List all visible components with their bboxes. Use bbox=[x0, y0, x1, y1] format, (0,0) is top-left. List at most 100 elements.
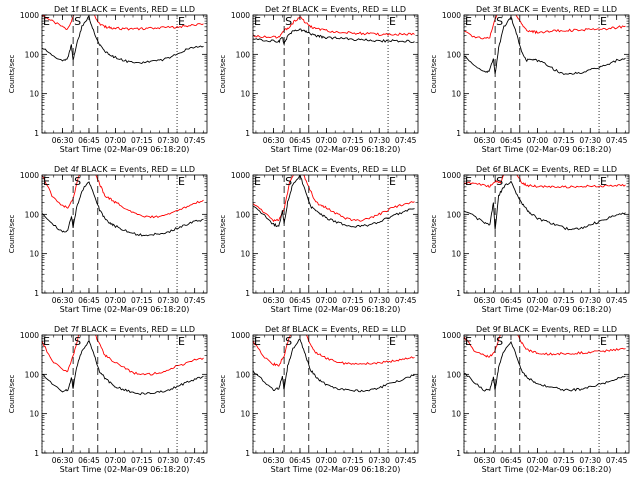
x-tick-label: 06:30 bbox=[52, 296, 74, 305]
series-group bbox=[253, 335, 415, 393]
x-axis-label: Start Time (02-Mar-09 06:18:20) bbox=[60, 145, 190, 154]
x-tick-label: 07:15 bbox=[553, 296, 575, 305]
y-tick-label: 1 bbox=[245, 129, 250, 138]
interval-marker-label: E bbox=[43, 175, 50, 188]
x-tick-label: 06:45 bbox=[289, 456, 311, 465]
series-group bbox=[253, 16, 415, 47]
interval-marker-label: E bbox=[465, 175, 472, 188]
x-tick-label: 07:45 bbox=[395, 456, 417, 465]
y-tick-label: 100 bbox=[236, 370, 251, 379]
x-tick-label: 07:45 bbox=[395, 296, 417, 305]
y-tick-label: 10 bbox=[240, 250, 250, 259]
series-group bbox=[464, 15, 626, 76]
lld-series-line bbox=[42, 15, 204, 31]
interval-marker-label: E bbox=[254, 15, 261, 28]
y-tick-label: 10 bbox=[451, 90, 461, 99]
x-tick-label: 07:00 bbox=[105, 136, 127, 145]
y-tick-label: 1000 bbox=[231, 331, 250, 340]
x-tick-label: 07:30 bbox=[157, 136, 179, 145]
panel-title: Det 1f BLACK = Events, RED = LLD bbox=[54, 5, 195, 14]
y-tick-label: 1 bbox=[34, 129, 39, 138]
x-tick-label: 07:15 bbox=[342, 456, 364, 465]
interval-marker-label: S bbox=[74, 15, 81, 28]
interval-marker-label: E bbox=[600, 175, 607, 188]
y-tick-label: 10 bbox=[240, 410, 250, 419]
interval-marker-label: S bbox=[74, 335, 81, 348]
series-group bbox=[253, 175, 415, 228]
x-axis-label: Start Time (02-Mar-09 06:18:20) bbox=[60, 305, 190, 314]
x-tick-label: 07:45 bbox=[184, 296, 206, 305]
x-tick-label: 06:30 bbox=[263, 296, 285, 305]
x-tick-label: 07:00 bbox=[316, 296, 338, 305]
y-axis-label: Counts/sec bbox=[219, 375, 227, 414]
lld-series-line bbox=[253, 16, 415, 39]
interval-marker-label: E bbox=[254, 175, 261, 188]
x-axis-label: Start Time (02-Mar-09 06:18:20) bbox=[271, 465, 401, 474]
lld-series-line bbox=[42, 175, 204, 219]
x-tick-label: 06:30 bbox=[474, 296, 496, 305]
x-tick-label: 07:30 bbox=[157, 296, 179, 305]
y-tick-label: 100 bbox=[447, 210, 462, 219]
x-axis-label: Start Time (02-Mar-09 06:18:20) bbox=[482, 465, 612, 474]
x-tick-label: 07:45 bbox=[184, 456, 206, 465]
x-tick-label: 07:30 bbox=[368, 296, 390, 305]
events-series-line bbox=[42, 181, 204, 237]
x-tick-label: 07:15 bbox=[342, 136, 364, 145]
y-tick-label: 1000 bbox=[20, 11, 39, 20]
x-tick-label: 07:45 bbox=[395, 136, 417, 145]
interval-marker-label: S bbox=[496, 15, 503, 28]
y-tick-label: 1000 bbox=[20, 171, 39, 180]
x-tick-label: 07:30 bbox=[579, 296, 601, 305]
series-group bbox=[464, 335, 626, 392]
x-tick-label: 07:15 bbox=[131, 136, 153, 145]
y-tick-label: 100 bbox=[236, 210, 251, 219]
interval-marker-label: E bbox=[389, 15, 396, 28]
interval-marker-label: S bbox=[285, 335, 292, 348]
x-tick-label: 07:15 bbox=[553, 456, 575, 465]
panel-title: Det 6f BLACK = Events, RED = LLD bbox=[476, 165, 617, 174]
lld-series-line bbox=[253, 335, 415, 367]
y-tick-label: 100 bbox=[25, 50, 40, 59]
events-series-line bbox=[464, 180, 626, 231]
x-tick-label: 06:30 bbox=[263, 456, 285, 465]
x-tick-label: 07:00 bbox=[316, 456, 338, 465]
y-tick-label: 10 bbox=[451, 410, 461, 419]
interval-marker-label: S bbox=[285, 15, 292, 28]
y-tick-label: 1 bbox=[245, 289, 250, 298]
y-tick-label: 100 bbox=[25, 370, 40, 379]
series-group bbox=[42, 15, 204, 65]
interval-marker-label: E bbox=[43, 15, 50, 28]
series-group bbox=[42, 335, 204, 396]
plot-frame bbox=[252, 14, 419, 134]
y-axis-label: Counts/sec bbox=[8, 55, 16, 94]
plot-frame bbox=[41, 14, 208, 134]
events-series-line bbox=[464, 15, 626, 76]
plot-frame bbox=[463, 14, 630, 134]
panel-title: Det 3f BLACK = Events, RED = LLD bbox=[476, 5, 617, 14]
lld-series-line bbox=[464, 15, 626, 40]
y-axis-label: Counts/sec bbox=[430, 375, 438, 414]
x-axis-label: Start Time (02-Mar-09 06:18:20) bbox=[60, 465, 190, 474]
x-tick-label: 06:45 bbox=[500, 136, 522, 145]
y-tick-label: 1000 bbox=[231, 11, 250, 20]
y-axis-label: Counts/sec bbox=[219, 55, 227, 94]
x-tick-label: 07:00 bbox=[105, 456, 127, 465]
x-tick-label: 07:00 bbox=[527, 136, 549, 145]
x-tick-label: 06:45 bbox=[500, 296, 522, 305]
y-tick-label: 1000 bbox=[442, 11, 461, 20]
x-tick-label: 07:30 bbox=[579, 456, 601, 465]
interval-marker-label: S bbox=[74, 175, 81, 188]
interval-marker-label: E bbox=[254, 335, 261, 348]
lld-series-line bbox=[464, 175, 626, 189]
y-tick-label: 1 bbox=[34, 449, 39, 458]
x-tick-label: 06:30 bbox=[263, 136, 285, 145]
y-tick-label: 100 bbox=[236, 50, 251, 59]
events-series-line bbox=[253, 175, 415, 228]
y-tick-label: 1000 bbox=[442, 171, 461, 180]
events-series-line bbox=[253, 28, 415, 47]
lld-series-line bbox=[42, 335, 204, 376]
x-tick-label: 07:30 bbox=[368, 136, 390, 145]
